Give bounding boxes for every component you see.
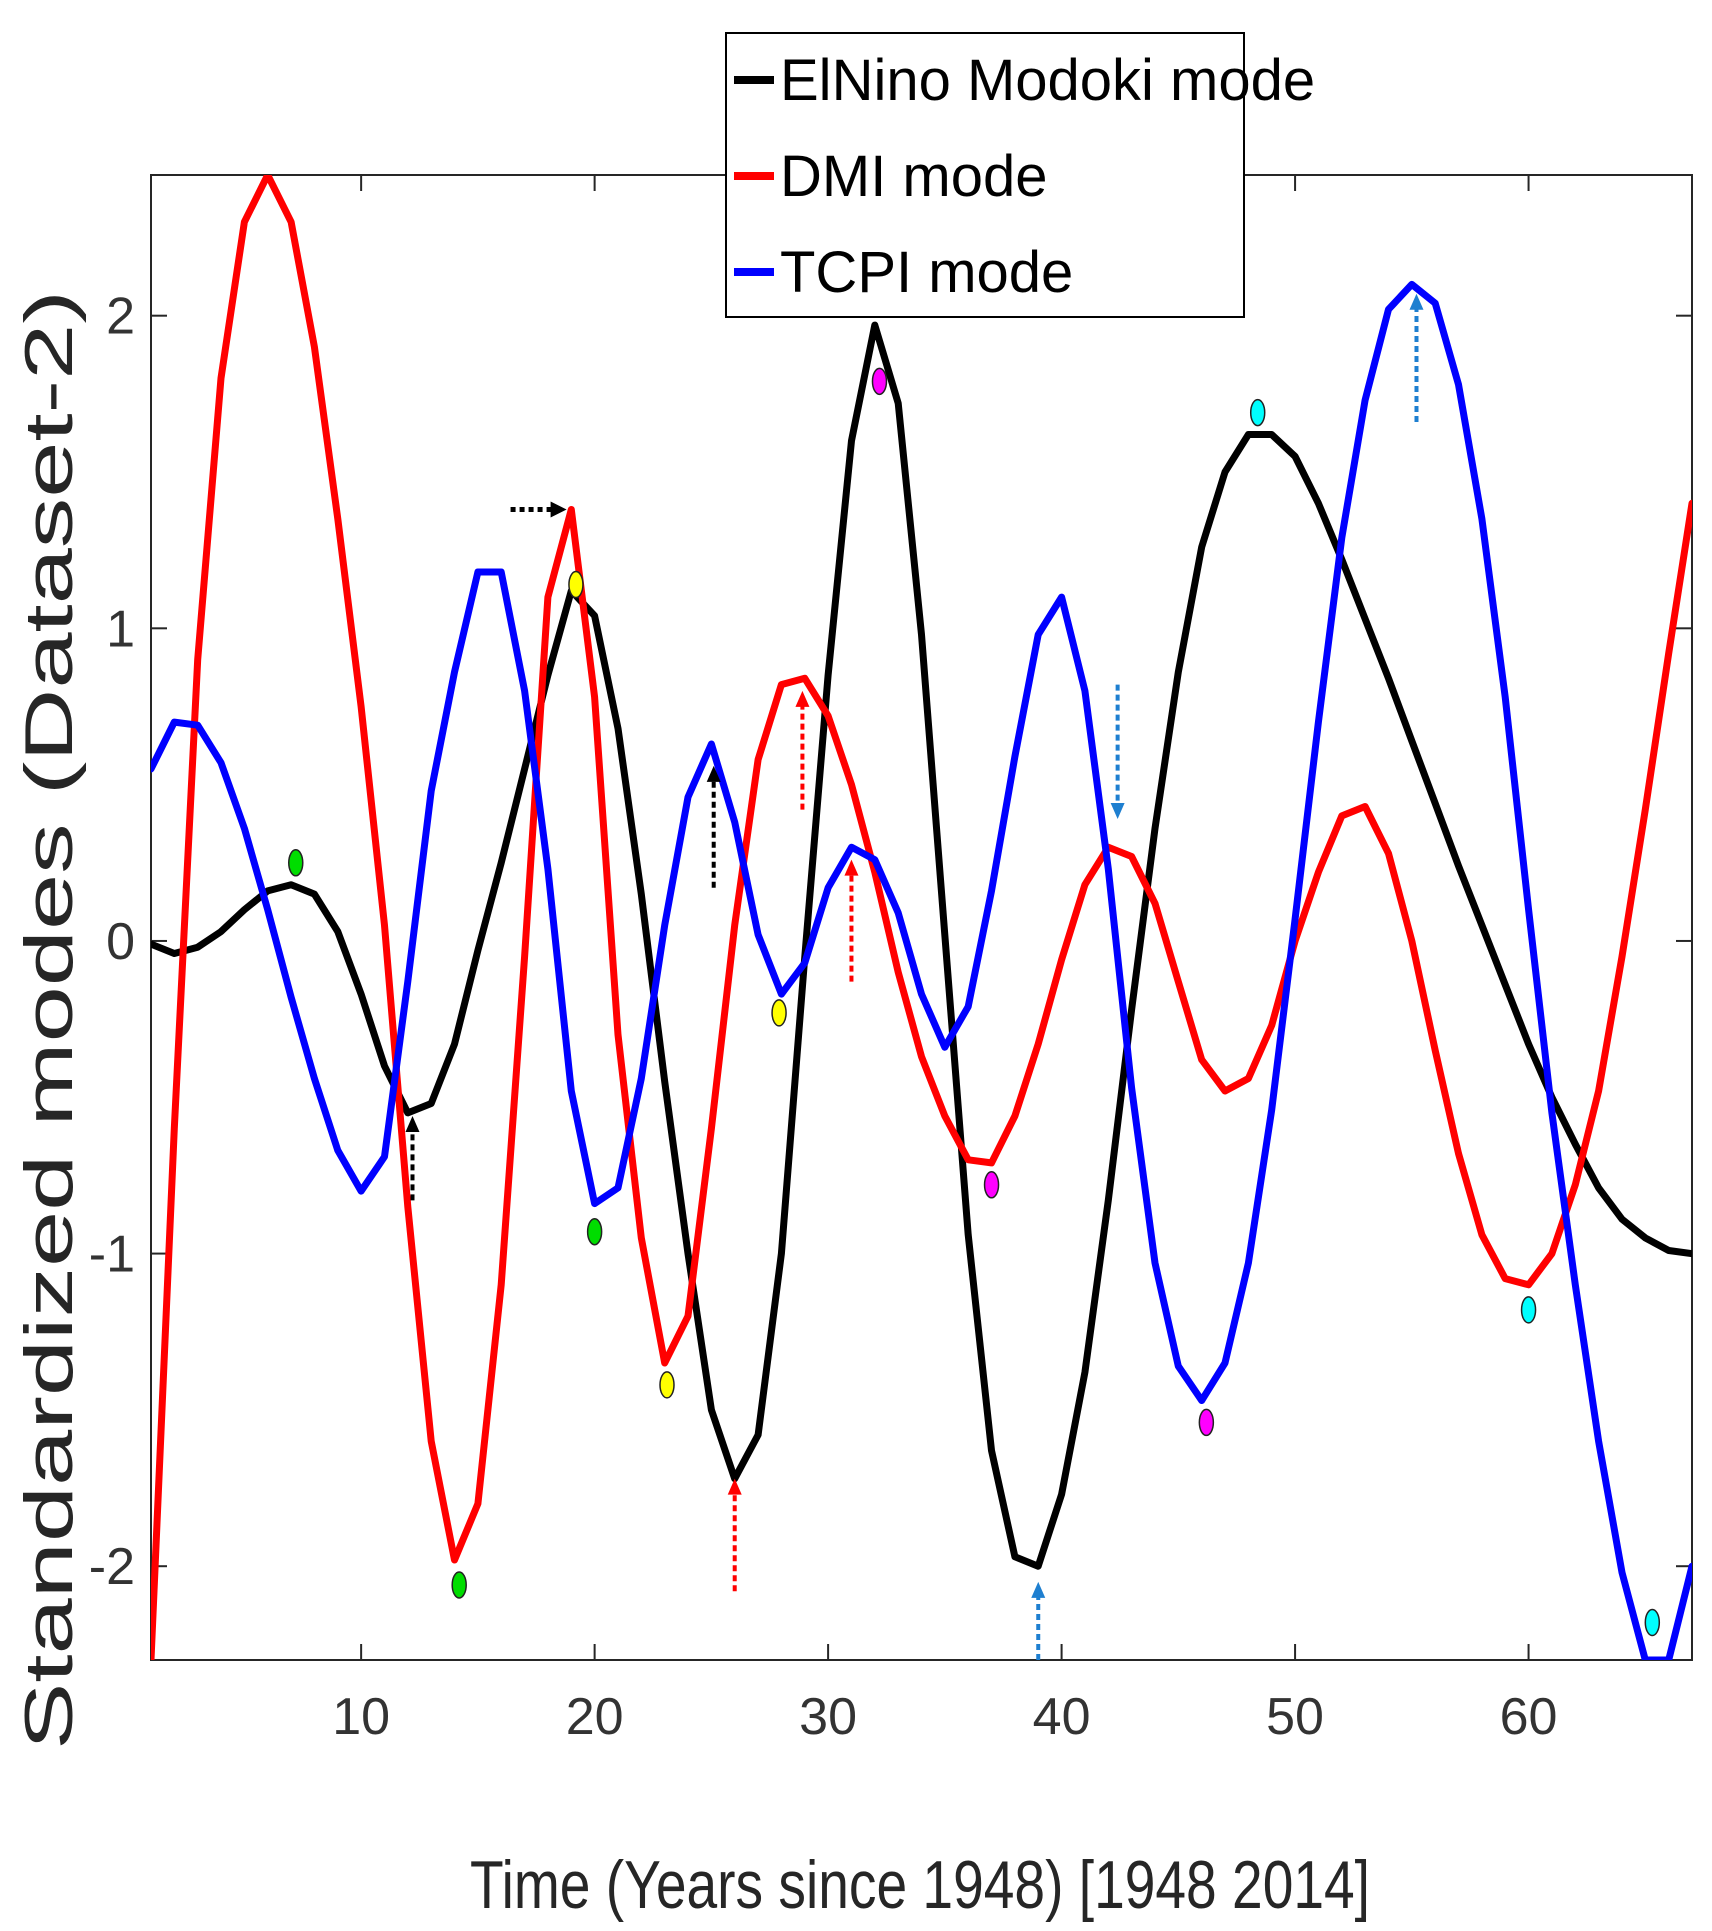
event-markers xyxy=(288,367,1661,1637)
series-line-tcpi-mode xyxy=(151,280,1692,1660)
annotation-arrow xyxy=(1110,684,1125,820)
annotation-arrow xyxy=(510,501,567,518)
event-marker xyxy=(771,999,787,1027)
y-tick-label: 2 xyxy=(106,288,135,346)
series-line-dmi-mode xyxy=(151,175,1692,1660)
x-axis: 10 20 30 40 50 60 xyxy=(332,175,1557,1746)
x-tick-label: 60 xyxy=(1500,1688,1558,1746)
plot-area: 10 20 30 40 50 60 -2 -1 0 1 2 xyxy=(89,174,1693,1746)
legend-label: ElNino Modoki mode xyxy=(780,48,1315,113)
event-marker xyxy=(1198,1408,1215,1437)
y-tick-label: 1 xyxy=(106,600,135,658)
event-marker xyxy=(659,1371,675,1399)
legend: ElNino Modoki mode DMI mode TCPI mode xyxy=(725,32,1315,318)
series-layer xyxy=(151,175,1692,1660)
legend-label: DMI mode xyxy=(780,144,1048,209)
annotation-arrow xyxy=(844,859,859,982)
annotation-arrow xyxy=(727,1478,742,1592)
x-tick-label: 30 xyxy=(799,1688,857,1746)
event-marker xyxy=(1520,1296,1537,1324)
annotation-arrow xyxy=(405,1116,420,1201)
annotation-arrows xyxy=(405,293,1424,1660)
event-marker xyxy=(451,1571,467,1599)
legend-label: TCPI mode xyxy=(780,240,1073,305)
x-tick-label: 40 xyxy=(1033,1688,1091,1746)
annotation-arrow xyxy=(1409,293,1424,422)
x-tick-label: 50 xyxy=(1266,1688,1324,1746)
event-marker xyxy=(1249,398,1266,427)
x-tick-label: 20 xyxy=(566,1688,624,1746)
annotation-arrow xyxy=(795,690,810,810)
y-tick-label: -2 xyxy=(89,1538,135,1596)
y-axis: -2 -1 0 1 2 xyxy=(89,288,1692,1596)
y-axis-title: Standardized modes (Dataset-2) xyxy=(11,290,87,1750)
event-marker xyxy=(871,367,888,396)
y-tick-label: -1 xyxy=(89,1226,135,1284)
annotation-arrow xyxy=(706,765,721,888)
x-tick-label: 10 xyxy=(332,1688,390,1746)
x-axis-title: Time (Years since 1948) [1948 2014] xyxy=(470,1847,1370,1923)
event-marker xyxy=(586,1217,603,1246)
annotation-arrow xyxy=(1031,1581,1046,1660)
y-tick-label: 0 xyxy=(106,913,135,971)
series-line-elnino-modoki-mode xyxy=(151,321,1692,1570)
legend-box xyxy=(725,32,1245,318)
event-marker xyxy=(568,570,584,599)
event-marker xyxy=(1644,1608,1661,1637)
event-marker xyxy=(983,1171,1000,1199)
event-marker xyxy=(288,849,304,877)
